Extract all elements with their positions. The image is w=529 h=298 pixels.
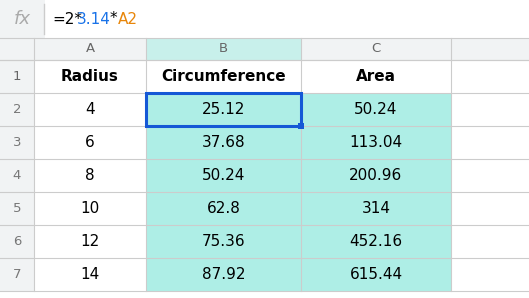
Text: fx: fx [14,10,31,28]
Text: 6: 6 [85,135,95,150]
Bar [146,159,301,192]
Text: 8: 8 [85,168,95,183]
Text: 87.92: 87.92 [202,267,245,282]
Text: 452.16: 452.16 [350,234,403,249]
Bar [34,93,146,126]
Bar [0,225,34,258]
Text: 314: 314 [361,201,390,216]
Bar [146,192,301,225]
Bar [34,192,146,225]
Text: B: B [219,43,228,55]
Bar [298,123,304,129]
Text: 50.24: 50.24 [354,102,398,117]
Bar [34,60,146,93]
Text: =2*: =2* [52,12,82,27]
Text: Area: Area [356,69,396,84]
Text: A: A [86,43,95,55]
Bar [0,93,34,126]
Text: 37.68: 37.68 [202,135,245,150]
Bar [146,93,301,126]
Text: 25.12: 25.12 [202,102,245,117]
Text: 10: 10 [80,201,99,216]
Text: 200.96: 200.96 [349,168,403,183]
Text: 5: 5 [13,202,21,215]
Text: 6: 6 [13,235,21,248]
Bar [0,126,34,159]
Bar [301,258,451,291]
Bar [146,93,301,126]
Bar [0,0,44,38]
Text: 62.8: 62.8 [206,201,241,216]
Bar [146,38,301,60]
Text: 7: 7 [13,268,21,281]
Bar [0,0,529,38]
Bar [0,38,529,60]
Text: 4: 4 [13,169,21,182]
Text: C: C [371,43,381,55]
Bar [34,159,146,192]
Bar [301,126,451,159]
Bar [0,159,34,192]
Text: 615.44: 615.44 [350,267,403,282]
Bar [45,0,529,38]
Text: A2: A2 [117,12,138,27]
Text: 3.14: 3.14 [77,12,111,27]
Bar [301,60,451,93]
Text: 3: 3 [13,136,21,149]
Bar [0,192,34,225]
Bar [146,258,301,291]
Text: 113.04: 113.04 [350,135,403,150]
Bar [0,258,34,291]
Bar [301,93,451,126]
Text: 50.24: 50.24 [202,168,245,183]
Text: Circumference: Circumference [161,69,286,84]
Text: *: * [110,12,117,27]
Text: Radius: Radius [61,69,119,84]
Bar [146,126,301,159]
Bar [146,225,301,258]
Bar [301,159,451,192]
Text: 1: 1 [13,70,21,83]
Bar [34,258,146,291]
Bar [34,126,146,159]
Text: 4: 4 [85,102,95,117]
Bar [0,60,34,93]
Text: 2: 2 [13,103,21,116]
Bar [34,225,146,258]
Bar [301,225,451,258]
Text: 14: 14 [80,267,99,282]
Text: 12: 12 [80,234,99,249]
Bar [301,192,451,225]
Text: 75.36: 75.36 [202,234,245,249]
Bar [146,60,301,93]
